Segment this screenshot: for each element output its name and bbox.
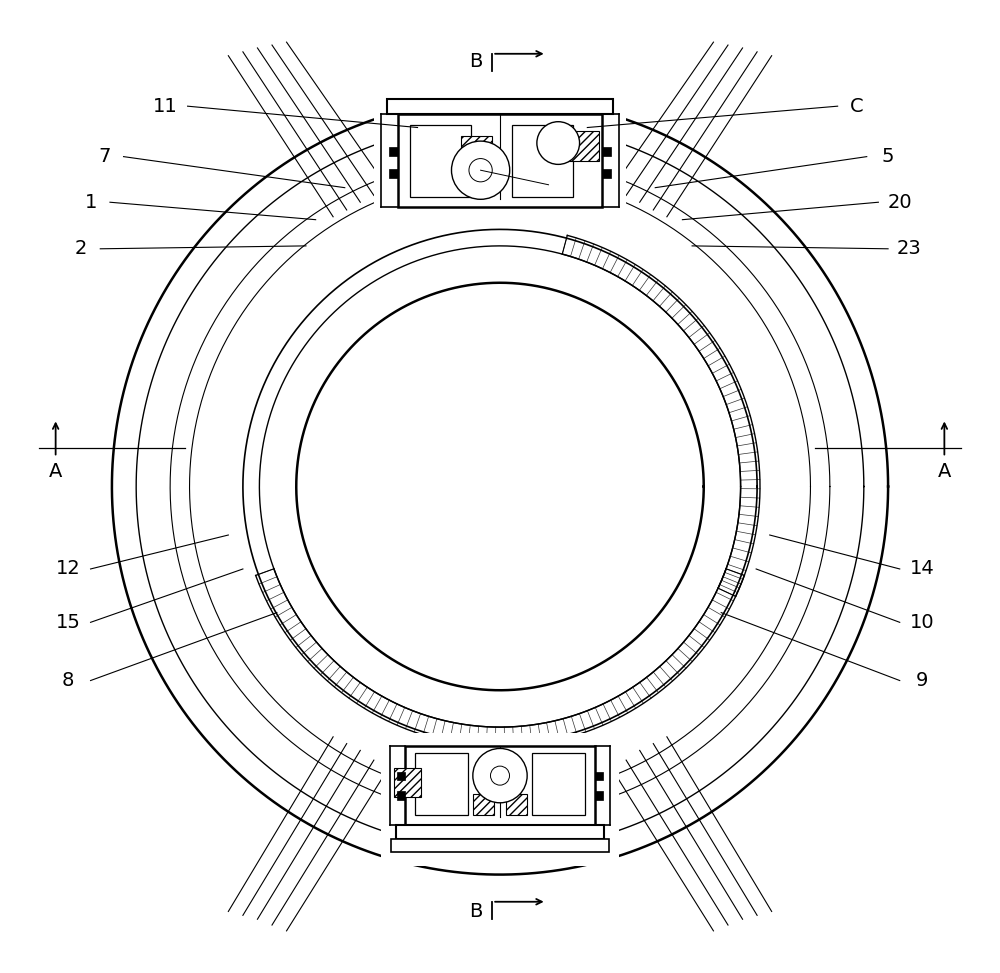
Text: 15: 15 (56, 613, 81, 631)
Bar (396, 825, 604, 839)
Text: C: C (850, 96, 864, 116)
Bar (397, 772, 405, 780)
Bar (506, 794, 527, 815)
Bar (410, 125, 471, 197)
Text: 5: 5 (882, 147, 894, 166)
Bar (595, 772, 603, 780)
Text: 7: 7 (98, 147, 110, 166)
Text: B: B (469, 902, 482, 921)
Circle shape (537, 122, 580, 164)
Text: A: A (49, 462, 62, 482)
Text: 14: 14 (910, 559, 934, 579)
Bar (602, 147, 611, 156)
Bar (398, 115, 602, 206)
Text: 10: 10 (910, 613, 934, 631)
Text: 12: 12 (56, 559, 81, 579)
Bar (415, 753, 468, 815)
Text: 8: 8 (62, 671, 74, 690)
Bar (602, 169, 611, 178)
Bar (389, 169, 398, 178)
Text: 9: 9 (916, 671, 928, 690)
Bar (391, 839, 609, 852)
Text: 11: 11 (153, 96, 178, 116)
Bar (532, 753, 585, 815)
Bar (387, 99, 613, 115)
Circle shape (473, 748, 527, 803)
Bar (374, 81, 626, 216)
Bar (397, 791, 405, 800)
Bar (381, 733, 619, 866)
Text: 23: 23 (897, 239, 922, 258)
Circle shape (451, 141, 510, 199)
Bar (405, 745, 595, 825)
Bar (473, 794, 494, 815)
Bar (512, 125, 573, 197)
Text: B: B (469, 52, 482, 71)
Text: A: A (938, 462, 951, 482)
Bar (565, 131, 599, 161)
Text: 1: 1 (84, 193, 97, 212)
Bar (389, 147, 398, 156)
Bar (461, 136, 492, 165)
Bar (595, 791, 603, 800)
Bar (394, 768, 421, 797)
Text: 20: 20 (887, 193, 912, 212)
Text: 2: 2 (75, 239, 87, 258)
